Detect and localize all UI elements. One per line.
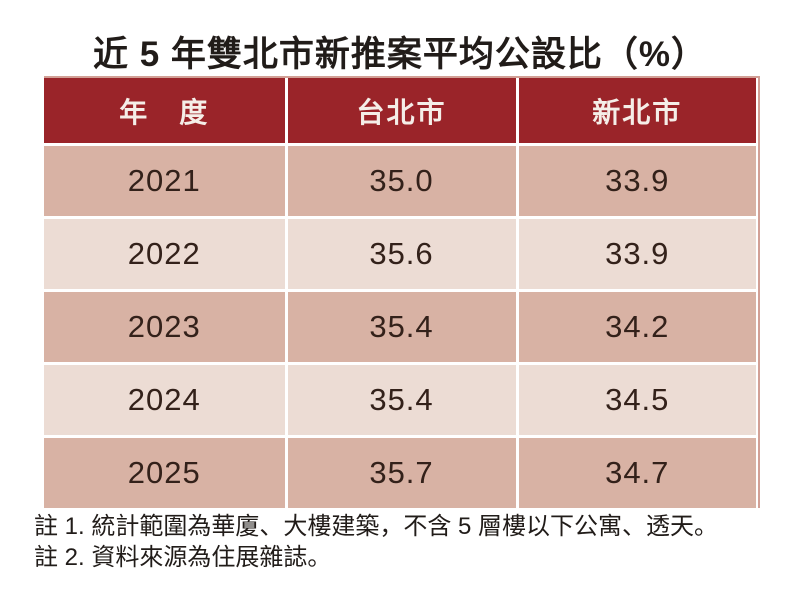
new-taipei-value-cell: 33.9 (517, 217, 756, 292)
public-facility-ratio-table: 年 度 台北市 新北市 2021 35.0 33.9 2022 35.6 33.… (44, 76, 760, 508)
year-cell: 2021 (44, 144, 288, 219)
header-cell-new-taipei: 新北市 (517, 78, 756, 146)
footnotes: 註 1. 統計範圍為華廈、大樓建築，不含 5 層樓以下公寓、透天。 註 2. 資… (34, 511, 774, 573)
header-row: 年 度 台北市 新北市 (44, 78, 756, 146)
data-table: 年 度 台北市 新北市 2021 35.0 33.9 2022 35.6 33.… (44, 78, 756, 508)
page-title: 近 5 年雙北市新推案平均公設比（%） (92, 35, 708, 74)
table-row-2023: 2023 35.4 34.2 (44, 290, 756, 365)
header-cell-year: 年 度 (44, 78, 288, 146)
table-row-2025: 2025 35.7 34.7 (44, 436, 756, 508)
taipei-value-cell: 35.4 (286, 290, 519, 365)
new-taipei-value-cell: 34.2 (517, 290, 756, 365)
note-1: 註 1. 統計範圍為華廈、大樓建築，不含 5 層樓以下公寓、透天。 (34, 513, 719, 540)
new-taipei-value-cell: 34.5 (517, 363, 756, 438)
taipei-value-cell: 35.4 (286, 363, 519, 438)
table-row-2022: 2022 35.6 33.9 (44, 217, 756, 292)
new-taipei-value-cell: 33.9 (517, 144, 756, 219)
year-cell: 2023 (44, 290, 288, 365)
new-taipei-value-cell: 34.7 (517, 436, 756, 508)
year-cell: 2024 (44, 363, 288, 438)
taipei-value-cell: 35.7 (286, 436, 519, 508)
year-cell: 2025 (44, 436, 288, 508)
table-row-2021: 2021 35.0 33.9 (44, 144, 756, 219)
table-row-2024: 2024 35.4 34.5 (44, 363, 756, 438)
note-2: 註 2. 資料來源為住展雜誌。 (34, 544, 332, 571)
year-cell: 2022 (44, 217, 288, 292)
taipei-value-cell: 35.0 (286, 144, 519, 219)
taipei-value-cell: 35.6 (286, 217, 519, 292)
header-cell-taipei: 台北市 (286, 78, 519, 146)
